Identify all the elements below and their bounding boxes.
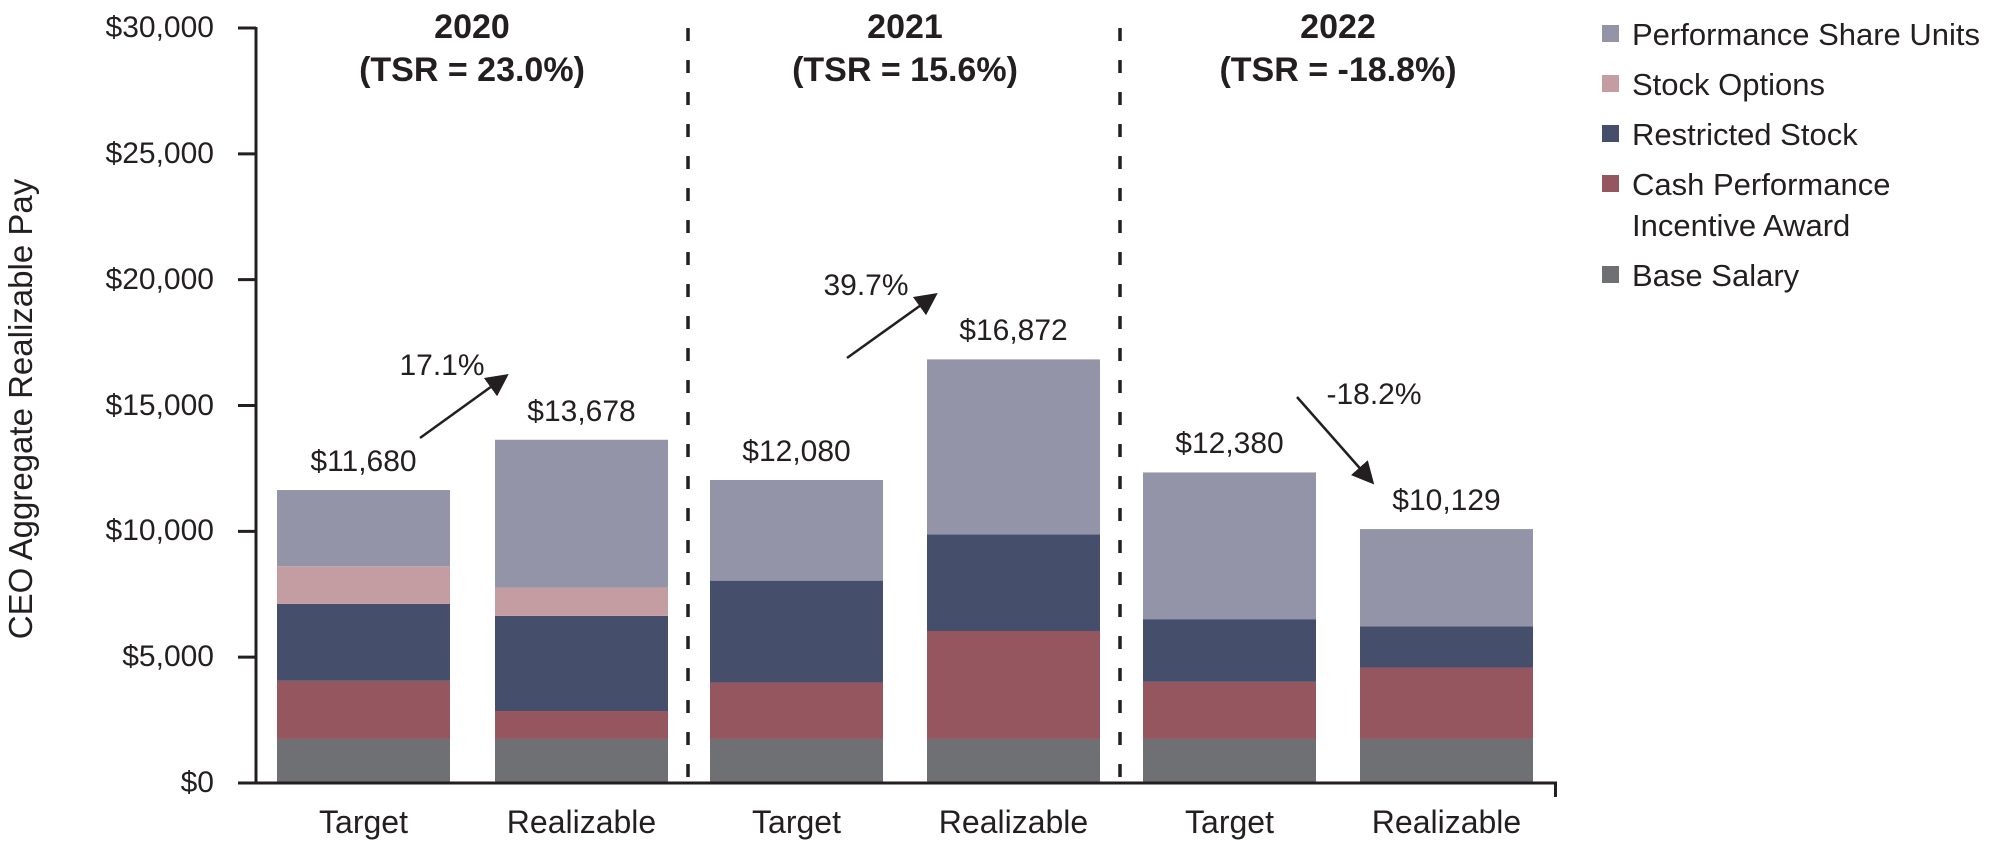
y-tick-label: $30,000: [105, 11, 214, 44]
x-tick-label: Realizable: [938, 804, 1089, 840]
bar-segment-restricted-stock: [277, 603, 450, 681]
bar-segment-restricted-stock: [927, 534, 1100, 631]
bar-total-label: $12,080: [742, 434, 851, 468]
bar-segment-cash-performance-incentive-award: [1143, 681, 1316, 739]
y-tick-label: $5,000: [122, 640, 214, 674]
bar-segment-base-salary: [277, 738, 450, 784]
bar-segment-cash-performance-incentive-award: [1360, 667, 1533, 739]
y-tick-label: $25,000: [105, 136, 214, 170]
bar-total-label: $12,380: [1175, 427, 1284, 461]
bar-segment-restricted-stock: [495, 615, 668, 712]
bar-segment-restricted-stock: [710, 580, 883, 683]
axes: [238, 26, 1557, 797]
bar-segment-performance-share-units: [277, 490, 450, 567]
bar-segment-base-salary: [1360, 738, 1533, 784]
legend-label: Base Salary: [1632, 258, 1800, 293]
legend-swatch: [1602, 266, 1619, 283]
bar-total-label: $10,129: [1392, 484, 1501, 518]
group-year: 2021: [867, 8, 943, 46]
legend-item-base-salary: Base Salary: [1602, 255, 1980, 296]
bar-segment-performance-share-units: [927, 359, 1100, 535]
legend-label: Performance Share Units: [1632, 17, 1981, 52]
legend: Performance Share Units Stock Options Rest…: [1602, 14, 1980, 296]
bar-segment-performance-share-units: [1360, 529, 1533, 627]
legend-swatch: [1602, 75, 1619, 92]
y-tick-label: $15,000: [105, 388, 214, 422]
bar-segment-performance-share-units: [710, 479, 883, 581]
legend-item-stock-options: Stock Options: [1602, 64, 1980, 105]
x-tick-label: Target: [752, 804, 841, 840]
legend-swatch: [1602, 25, 1619, 42]
bar-segment-base-salary: [495, 738, 668, 784]
percent-change-label: 39.7%: [823, 269, 909, 302]
bar-segment-restricted-stock: [1143, 619, 1316, 682]
bar-total-label: $11,680: [310, 445, 417, 479]
group-header: 2022 (TSR = -18.8%): [1088, 6, 1588, 92]
x-tick-label: Realizable: [1371, 804, 1522, 840]
legend-label: Restricted Stock: [1632, 117, 1858, 152]
percent-change-label: 17.1%: [399, 349, 485, 382]
group-header: 2020 (TSR = 23.0%): [222, 6, 722, 92]
legend-item-restricted-stock: Restricted Stock: [1602, 114, 1980, 155]
group-year: 2020: [434, 8, 510, 46]
bar-segment-base-salary: [710, 738, 883, 784]
legend-swatch: [1602, 125, 1619, 142]
x-tick-label: Realizable: [506, 804, 657, 840]
group-tsr: (TSR = 23.0%): [359, 51, 585, 89]
bar-segment-performance-share-units: [1143, 472, 1316, 620]
y-tick-label: $10,000: [105, 514, 214, 548]
group-tsr: (TSR = 15.6%): [792, 51, 1018, 89]
bar-segment-cash-performance-incentive-award: [277, 680, 450, 739]
bar-segment-base-salary: [927, 738, 1100, 784]
y-tick-label: $20,000: [105, 262, 214, 296]
change-arrow-down: [1296, 396, 1375, 485]
bar-segment-cash-performance-incentive-award: [927, 630, 1100, 739]
percent-change-label: -18.2%: [1326, 378, 1422, 411]
bar-segment-stock-options: [277, 566, 450, 604]
bar-segment-performance-share-units: [495, 439, 668, 588]
bar-total-label: $13,678: [527, 394, 636, 428]
bar-total-label: $16,872: [959, 314, 1068, 348]
legend-label: Stock Options: [1632, 67, 1825, 102]
bars: [277, 359, 1533, 784]
change-arrows: [419, 293, 1375, 485]
change-arrow-up: [846, 293, 938, 360]
change-arrow-up: [419, 374, 509, 440]
legend-swatch: [1602, 175, 1619, 192]
bar-segment-stock-options: [495, 587, 668, 616]
legend-label: Cash Performance Incentive Award: [1632, 167, 1891, 243]
x-tick-label: Target: [1185, 804, 1274, 840]
bar-segment-cash-performance-incentive-award: [710, 682, 883, 739]
legend-item-performance-share-units: Performance Share Units: [1602, 14, 1980, 55]
bar-segment-cash-performance-incentive-award: [495, 711, 668, 739]
x-tick-label: Target: [319, 804, 408, 840]
bar-segment-base-salary: [1143, 738, 1316, 784]
y-tick-label: $0: [180, 766, 214, 799]
legend-item-cash-performance-incentive-award: Cash Performance Incentive Award: [1602, 164, 1980, 246]
group-year: 2022: [1300, 8, 1376, 46]
bar-segment-restricted-stock: [1360, 626, 1533, 668]
group-tsr: (TSR = -18.8%): [1219, 51, 1457, 89]
group-header: 2021 (TSR = 15.6%): [655, 6, 1155, 92]
